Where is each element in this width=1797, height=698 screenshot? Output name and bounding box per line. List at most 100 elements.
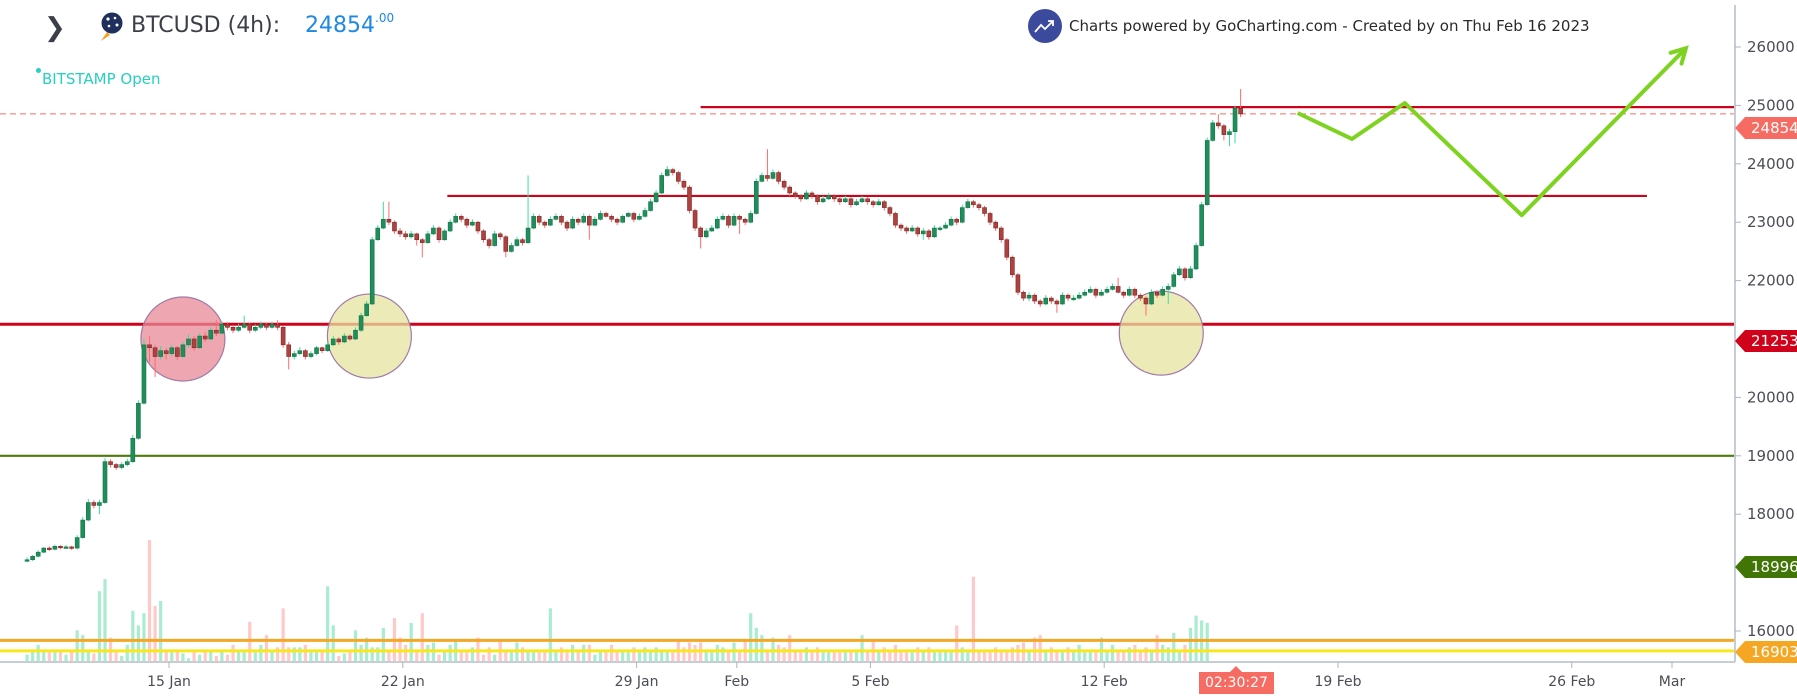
date-tick-label: 12 Feb bbox=[1081, 674, 1128, 690]
volume-bar bbox=[587, 644, 591, 662]
candle-body bbox=[1071, 297, 1076, 300]
candle-body bbox=[876, 201, 882, 205]
candle-body bbox=[1043, 297, 1049, 305]
volume-bar bbox=[1077, 644, 1081, 662]
volume-bar bbox=[1122, 649, 1126, 662]
volume-bar bbox=[125, 644, 129, 662]
candle-body bbox=[987, 213, 993, 223]
candle bbox=[397, 228, 403, 237]
candle-body bbox=[993, 221, 998, 229]
candle-body bbox=[97, 502, 102, 506]
annotation-circle bbox=[326, 293, 412, 379]
candle-body bbox=[1065, 294, 1071, 299]
volume-bar bbox=[1038, 635, 1042, 662]
candle-body bbox=[308, 353, 314, 357]
date-tick-label: 15 Jan bbox=[147, 674, 191, 690]
candle-body bbox=[703, 230, 709, 238]
candle bbox=[893, 211, 898, 229]
volume-bar bbox=[804, 647, 808, 662]
candle bbox=[1093, 287, 1099, 299]
candle-body bbox=[1110, 286, 1115, 290]
candle bbox=[509, 242, 514, 253]
rocket-globe-icon bbox=[98, 12, 124, 42]
candle bbox=[141, 339, 147, 405]
candle-body bbox=[470, 221, 475, 226]
candle bbox=[41, 546, 47, 554]
volume-bar bbox=[281, 608, 285, 662]
volume-bar bbox=[186, 658, 191, 662]
candle-body bbox=[570, 218, 575, 229]
volume-bar bbox=[131, 610, 135, 662]
candle-body bbox=[336, 338, 342, 343]
last-price-tag: 24854 bbox=[1735, 117, 1797, 139]
date-tick-label: 29 Jan bbox=[615, 674, 659, 690]
volume-bars bbox=[25, 540, 1209, 662]
volume-bar bbox=[1172, 632, 1176, 662]
candle-body bbox=[982, 207, 987, 214]
candle bbox=[998, 226, 1004, 243]
candle bbox=[264, 322, 269, 331]
candle-body bbox=[581, 216, 587, 223]
candle-body bbox=[603, 213, 609, 217]
candle-body bbox=[920, 230, 926, 235]
candle-body bbox=[637, 216, 642, 220]
candle bbox=[80, 517, 86, 539]
volume-bar bbox=[1149, 652, 1154, 662]
candle-body bbox=[230, 327, 236, 331]
candle-body bbox=[798, 195, 804, 200]
candle bbox=[464, 217, 470, 229]
candle bbox=[959, 204, 965, 224]
candle bbox=[97, 499, 102, 515]
volume-bar bbox=[754, 627, 758, 662]
candle-body bbox=[1154, 291, 1160, 296]
candle bbox=[971, 200, 976, 208]
candle bbox=[130, 434, 136, 463]
candle-body bbox=[74, 537, 80, 549]
candle bbox=[765, 149, 770, 182]
volume-bar bbox=[1055, 649, 1059, 662]
candle-body bbox=[1160, 289, 1165, 296]
candle bbox=[709, 225, 715, 233]
volume-bar bbox=[136, 625, 140, 662]
volume-bar bbox=[799, 652, 803, 662]
volume-bar bbox=[988, 652, 992, 662]
volume-bar bbox=[815, 647, 820, 662]
candle bbox=[202, 331, 208, 342]
volume-bar bbox=[905, 649, 909, 662]
volume-bar bbox=[854, 652, 859, 662]
candle-body bbox=[726, 216, 731, 226]
candle bbox=[1026, 292, 1032, 302]
volume-bar bbox=[253, 652, 257, 662]
volume-bar bbox=[203, 652, 207, 662]
price-tick-label: 16000 bbox=[1747, 622, 1795, 640]
volume-bar bbox=[982, 649, 987, 662]
candle bbox=[291, 350, 297, 360]
candle bbox=[848, 197, 854, 208]
candle bbox=[531, 213, 536, 230]
candle-body bbox=[253, 327, 258, 331]
candle bbox=[431, 225, 436, 236]
candle bbox=[447, 219, 453, 233]
chevron-right-icon[interactable]: ❯ bbox=[44, 13, 66, 43]
candle bbox=[987, 211, 993, 226]
candle bbox=[1165, 283, 1171, 304]
candle-body bbox=[403, 233, 408, 238]
volume-bar bbox=[593, 654, 597, 662]
volume-bar bbox=[843, 649, 847, 662]
candle bbox=[163, 347, 169, 360]
candle bbox=[124, 458, 130, 467]
candle-body bbox=[514, 239, 520, 246]
volume-bar bbox=[615, 649, 619, 662]
candle-body bbox=[113, 464, 119, 468]
volume-bar bbox=[487, 647, 491, 662]
candle bbox=[1054, 299, 1060, 313]
candle bbox=[158, 346, 163, 360]
candle bbox=[269, 321, 275, 329]
volume-bar bbox=[715, 644, 719, 662]
candle-body bbox=[520, 239, 525, 243]
candle bbox=[726, 214, 731, 229]
volume-bar bbox=[637, 649, 641, 662]
candle-body bbox=[464, 218, 470, 226]
candle-body bbox=[1177, 268, 1182, 276]
